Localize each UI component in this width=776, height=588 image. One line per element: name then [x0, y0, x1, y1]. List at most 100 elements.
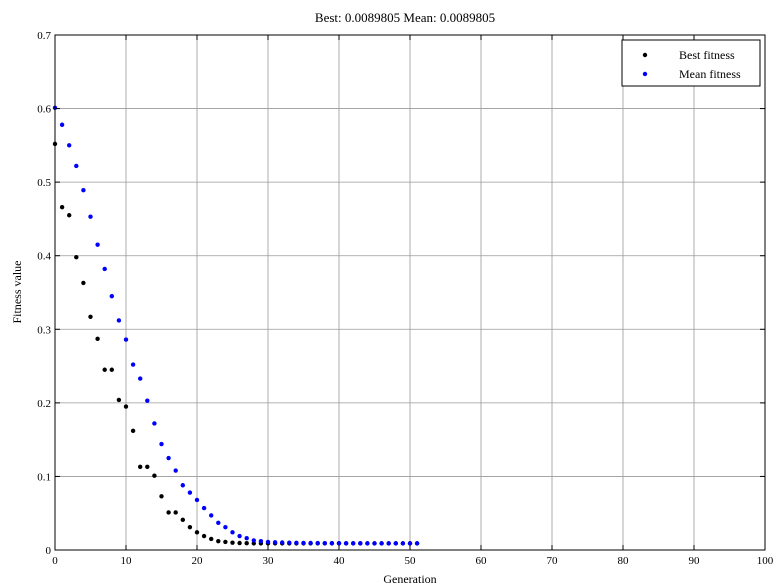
- mean-fitness-point: [116, 318, 122, 323]
- best-fitness-point: [230, 540, 235, 545]
- legend-marker-mean: [642, 71, 648, 77]
- best-fitness-point: [116, 397, 122, 403]
- x-tick-label: 20: [192, 555, 204, 567]
- best-fitness-point: [138, 464, 143, 470]
- best-fitness-point: [102, 367, 107, 372]
- mean-fitness-point: [109, 293, 115, 299]
- x-tick-label: 70: [547, 555, 559, 567]
- best-fitness-point: [123, 404, 129, 409]
- mean-fitness-point: [294, 540, 299, 545]
- y-tick-label: 0: [46, 545, 52, 557]
- mean-fitness-point: [74, 163, 79, 169]
- mean-fitness-point: [386, 541, 391, 546]
- x-axis-label: Generation: [383, 572, 436, 586]
- grid: [55, 35, 765, 550]
- mean-fitness-point: [230, 530, 235, 535]
- legend-label-mean: Mean fitness: [679, 67, 741, 81]
- y-tick-label: 0.5: [37, 177, 51, 189]
- mean-fitness-point: [379, 541, 384, 546]
- best-fitness-point: [194, 530, 200, 535]
- chart-title: Best: 0.0089805 Mean: 0.0089805: [315, 10, 495, 25]
- mean-fitness-point: [123, 337, 129, 342]
- legend-box: [621, 39, 761, 87]
- best-fitness-point: [88, 314, 93, 319]
- mean-fitness-point: [216, 520, 221, 525]
- series-mean-fitness: [52, 105, 420, 546]
- x-tick-label: 80: [618, 555, 630, 567]
- best-fitness-point: [81, 280, 86, 286]
- mean-fitness-point: [223, 524, 228, 530]
- mean-fitness-point: [187, 490, 193, 495]
- mean-fitness-point: [336, 541, 342, 546]
- mean-fitness-point: [258, 538, 264, 544]
- mean-fitness-point: [400, 541, 406, 546]
- mean-fitness-point: [308, 540, 313, 546]
- best-fitness-point: [152, 473, 157, 478]
- legend-marker-best: [642, 52, 648, 58]
- best-fitness-point: [187, 524, 193, 530]
- mean-fitness-point: [166, 455, 171, 461]
- best-fitness-point: [109, 367, 115, 372]
- mean-fitness-point: [88, 214, 93, 219]
- x-tick-label: 30: [263, 555, 275, 567]
- mean-fitness-point: [358, 541, 363, 546]
- mean-fitness-point: [138, 376, 143, 381]
- mean-fitness-point: [81, 188, 86, 193]
- best-fitness-point: [59, 204, 65, 210]
- mean-fitness-point: [159, 441, 164, 447]
- mean-fitness-point: [67, 143, 72, 148]
- axis-ticks: 0 10 20 30 40 50 60 70 80 90 100 0 0.1 0.2 0.3 0.4 0.5 0.…: [37, 30, 774, 567]
- legend: Best fitness Mean fitness: [621, 39, 761, 87]
- best-fitness-point: [209, 536, 214, 542]
- mean-fitness-point: [301, 540, 306, 546]
- best-fitness-point: [67, 213, 72, 218]
- best-fitness-point: [223, 539, 228, 545]
- mean-fitness-point: [209, 513, 214, 518]
- mean-fitness-point: [130, 362, 136, 367]
- mean-fitness-point: [95, 242, 100, 247]
- mean-fitness-point: [372, 541, 377, 546]
- mean-fitness-point: [173, 468, 178, 473]
- mean-fitness-point: [244, 536, 249, 541]
- mean-fitness-point: [237, 533, 242, 539]
- best-fitness-point: [244, 541, 249, 546]
- x-tick-label: 10: [121, 555, 133, 567]
- x-tick-label: 0: [52, 555, 58, 567]
- best-fitness-point: [237, 540, 242, 546]
- mean-fitness-point: [315, 540, 320, 546]
- mean-fitness-point: [329, 541, 335, 546]
- mean-fitness-point: [393, 541, 398, 546]
- y-tick-label: 0.7: [37, 30, 51, 42]
- y-tick-label: 0.4: [37, 251, 51, 263]
- mean-fitness-point: [414, 541, 420, 546]
- best-fitness-point: [95, 336, 100, 342]
- mean-fitness-point: [102, 266, 107, 272]
- best-fitness-point: [159, 494, 164, 499]
- best-fitness-point: [166, 510, 171, 515]
- x-tick-label: 50: [405, 555, 417, 567]
- mean-fitness-point: [322, 540, 327, 546]
- y-tick-label: 0.1: [37, 471, 51, 483]
- mean-fitness-point: [194, 497, 200, 503]
- mean-fitness-point: [265, 539, 271, 545]
- best-fitness-point: [145, 464, 150, 470]
- y-tick-label: 0.6: [37, 104, 51, 116]
- mean-fitness-point: [343, 541, 349, 546]
- series-best-fitness: [52, 141, 420, 546]
- y-tick-label: 0.2: [37, 398, 51, 410]
- best-fitness-point: [173, 510, 178, 515]
- legend-label-best: Best fitness: [679, 48, 735, 62]
- y-axis-label: Fitness value: [10, 261, 24, 324]
- mean-fitness-point: [272, 540, 278, 545]
- x-tick-label: 40: [334, 555, 346, 567]
- mean-fitness-point: [287, 540, 292, 545]
- best-fitness-point: [180, 517, 185, 523]
- mean-fitness-point: [280, 540, 285, 545]
- mean-fitness-point: [365, 541, 370, 546]
- mean-fitness-point: [180, 483, 185, 488]
- best-fitness-point: [201, 533, 207, 539]
- y-tick-label: 0.3: [37, 324, 51, 336]
- x-tick-label: 100: [757, 555, 774, 567]
- best-fitness-point: [216, 538, 221, 544]
